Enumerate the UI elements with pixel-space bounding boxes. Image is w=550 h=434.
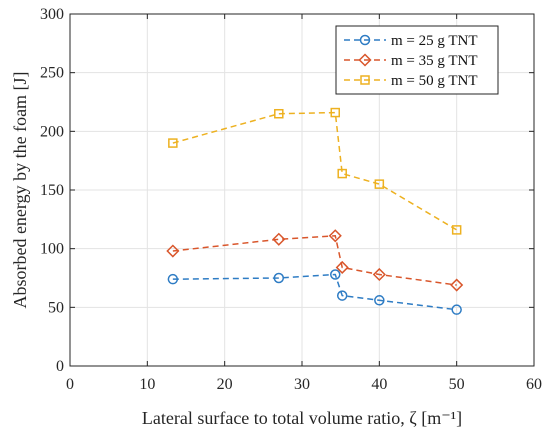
legend-items: m = 25 g TNT m = 35 g TNT m = 50 g TNT (344, 33, 478, 89)
x-tick-label: 60 (526, 376, 542, 393)
y-tick-label: 50 (48, 299, 64, 316)
legend-item: m = 35 g TNT (344, 53, 478, 69)
data-point (336, 290, 348, 301)
y-tick-label: 0 (56, 358, 64, 375)
legend-label: m = 35 g TNT (391, 53, 478, 69)
legend-marker (358, 53, 372, 67)
legend: m = 25 g TNT m = 35 g TNT m = 50 g TNT (335, 25, 499, 95)
series-1 (167, 269, 462, 315)
data-point (372, 267, 386, 282)
legend-label: m = 50 g TNT (391, 73, 478, 89)
data-point (374, 295, 385, 306)
data-series (166, 107, 464, 315)
legend-marker (359, 34, 371, 46)
x-tick-label: 30 (294, 376, 310, 393)
data-point (168, 138, 178, 148)
x-tick-label: 50 (449, 376, 465, 393)
data-point (337, 168, 347, 179)
data-point (451, 225, 462, 235)
data-point (330, 269, 341, 280)
x-axis-title: Lateral surface to total volume ratio, ζ… (142, 408, 462, 428)
x-tick-label: 40 (371, 376, 387, 393)
series-2 (166, 229, 464, 292)
y-tick-label: 250 (40, 65, 64, 82)
y-tick-label: 300 (40, 6, 64, 23)
y-tick-label: 100 (40, 241, 64, 258)
y-tick-label: 150 (40, 182, 64, 199)
data-point (167, 273, 179, 285)
series-line (172, 111, 458, 231)
data-point (328, 229, 342, 243)
axes: 0 10 20 30 40 50 60 0 50 100 150 200 250 300 (40, 6, 542, 393)
y-tick-label: 200 (40, 123, 64, 140)
x-tick-label: 10 (139, 376, 155, 393)
legend-box (335, 25, 499, 95)
data-point (166, 244, 180, 258)
legend-item: m = 50 g TNT (344, 73, 478, 89)
data-point (272, 232, 286, 246)
series-line (172, 273, 457, 311)
legend-label: m = 25 g TNT (391, 33, 478, 49)
y-axis-title: Absorbed energy by the foam [J] (10, 71, 30, 308)
legend-item: m = 25 g TNT (344, 33, 478, 49)
data-point (274, 108, 284, 119)
data-point (450, 278, 464, 292)
data-point (451, 304, 462, 315)
data-point (374, 179, 385, 189)
x-tick-label: 0 (66, 376, 74, 393)
data-point (273, 272, 285, 284)
series-3 (168, 107, 462, 235)
data-point (335, 260, 349, 275)
legend-marker (360, 75, 370, 85)
data-point (330, 107, 341, 118)
x-tick-label: 20 (217, 376, 233, 393)
